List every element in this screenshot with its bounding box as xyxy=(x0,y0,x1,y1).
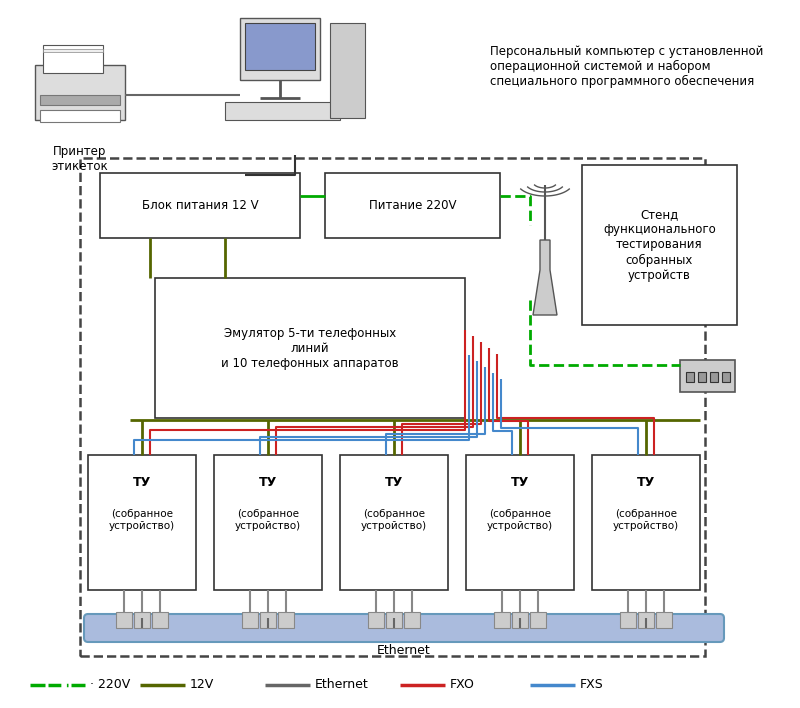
Bar xyxy=(80,158,705,656)
Text: ТУ: ТУ xyxy=(637,476,655,489)
Bar xyxy=(245,23,315,70)
Bar xyxy=(620,612,636,628)
Bar xyxy=(368,612,384,628)
Bar xyxy=(242,612,258,628)
Bar xyxy=(386,612,402,628)
Text: ТУ: ТУ xyxy=(385,476,403,489)
Text: Персональный компьютер с установленной
операционной системой и набором
специальн: Персональный компьютер с установленной о… xyxy=(490,45,763,88)
Text: 12V: 12V xyxy=(190,678,214,692)
Bar xyxy=(43,45,103,73)
Text: Эмулятор 5-ти телефонных
линий
и 10 телефонных аппаратов: Эмулятор 5-ти телефонных линий и 10 теле… xyxy=(221,326,399,370)
Bar xyxy=(240,18,320,80)
FancyBboxPatch shape xyxy=(84,614,724,642)
Bar xyxy=(214,455,322,590)
Text: Ethernet: Ethernet xyxy=(315,678,369,692)
Text: FXS: FXS xyxy=(580,678,604,692)
Text: (собранное
устройство): (собранное устройство) xyxy=(613,509,679,531)
Text: ТУ: ТУ xyxy=(259,476,277,489)
Bar xyxy=(686,372,694,382)
Bar xyxy=(152,612,168,628)
Bar xyxy=(35,65,125,120)
Bar xyxy=(710,372,718,382)
Text: (собранное
устройство): (собранное устройство) xyxy=(109,509,175,531)
Bar xyxy=(466,455,574,590)
Text: FXO: FXO xyxy=(450,678,475,692)
Bar xyxy=(88,455,196,590)
Text: (собранное
устройство): (собранное устройство) xyxy=(361,509,427,531)
Bar xyxy=(43,49,103,52)
Bar xyxy=(40,110,120,122)
Text: Питание 220V: Питание 220V xyxy=(369,199,456,212)
Text: Стенд
функционального
тестирования
собранных
устройств: Стенд функционального тестирования собра… xyxy=(603,208,716,282)
Bar xyxy=(134,612,150,628)
Bar xyxy=(155,278,465,418)
Bar xyxy=(494,612,510,628)
Bar xyxy=(582,165,737,325)
Bar xyxy=(340,455,448,590)
Text: Блок питания 12 V: Блок питания 12 V xyxy=(142,199,258,212)
Text: (собранное
устройство): (собранное устройство) xyxy=(235,509,301,531)
Bar xyxy=(680,360,735,392)
Bar xyxy=(278,612,294,628)
Bar xyxy=(116,612,132,628)
Bar xyxy=(325,173,500,238)
Text: ТУ: ТУ xyxy=(133,476,151,489)
Bar xyxy=(404,612,420,628)
Bar xyxy=(530,612,546,628)
Bar xyxy=(638,612,654,628)
Bar xyxy=(330,23,365,118)
Polygon shape xyxy=(533,240,557,315)
Bar xyxy=(656,612,672,628)
Bar xyxy=(722,372,730,382)
Bar xyxy=(512,612,528,628)
Bar xyxy=(698,372,706,382)
Text: Ethernet: Ethernet xyxy=(377,644,431,656)
Text: · 220V: · 220V xyxy=(90,678,130,692)
Bar xyxy=(40,95,120,105)
Bar xyxy=(225,102,340,120)
Bar xyxy=(592,455,700,590)
Bar xyxy=(100,173,300,238)
Bar xyxy=(260,612,276,628)
Text: Принтер
этикеток: Принтер этикеток xyxy=(52,145,108,173)
Text: (собранное
устройство): (собранное устройство) xyxy=(487,509,553,531)
Text: ТУ: ТУ xyxy=(511,476,529,489)
